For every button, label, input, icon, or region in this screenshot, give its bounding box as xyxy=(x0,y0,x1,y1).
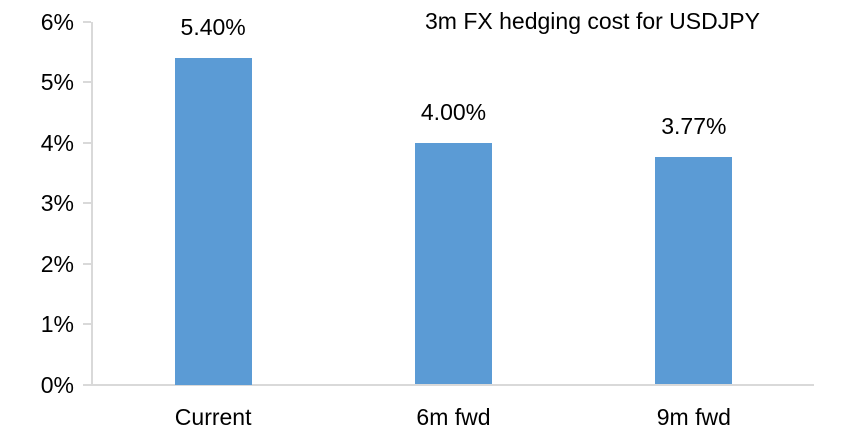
y-tick xyxy=(83,141,91,144)
category-label: Current xyxy=(174,404,252,430)
y-tick xyxy=(83,202,91,205)
y-tick-label: 3% xyxy=(40,190,74,217)
y-axis-line xyxy=(91,22,93,386)
y-tick xyxy=(83,262,91,265)
y-tick xyxy=(83,81,91,84)
bar xyxy=(655,156,733,385)
category-label: 6m fwd xyxy=(416,404,491,430)
y-tick-label: 0% xyxy=(40,371,74,398)
y-tick-label: 2% xyxy=(40,250,74,277)
y-tick-label: 6% xyxy=(40,9,74,35)
y-tick-label: 4% xyxy=(40,129,74,156)
chart-title: 3m FX hedging cost for USDJPY xyxy=(425,8,760,34)
y-tick xyxy=(83,383,91,386)
bar xyxy=(174,58,252,385)
y-tick-label: 1% xyxy=(40,311,74,338)
y-tick xyxy=(83,21,91,23)
bar-value-label: 3.77% xyxy=(661,112,727,139)
bar-value-label: 5.40% xyxy=(180,14,246,41)
bar xyxy=(415,142,492,385)
y-tick-label: 5% xyxy=(40,69,74,96)
category-label: 9m fwd xyxy=(656,404,731,430)
y-tick xyxy=(83,323,91,326)
bar-value-label: 4.00% xyxy=(420,98,487,125)
x-axis-line xyxy=(93,384,814,386)
